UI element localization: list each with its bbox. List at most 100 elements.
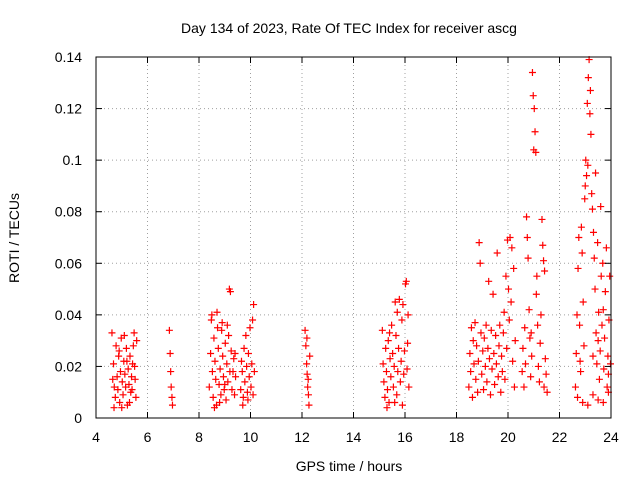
data-point [511, 337, 519, 345]
data-point [474, 388, 482, 396]
data-point [594, 396, 602, 404]
data-point [542, 370, 550, 378]
data-point [522, 360, 530, 368]
data-point [386, 329, 394, 337]
data-point [391, 298, 399, 306]
data-point [477, 329, 485, 337]
data-point [524, 254, 532, 262]
data-point [114, 386, 122, 394]
data-point [540, 383, 548, 391]
data-point [168, 393, 176, 401]
data-point [403, 365, 411, 373]
data-point [389, 350, 397, 358]
data-point [494, 373, 502, 381]
data-point [391, 399, 399, 407]
data-point [242, 331, 250, 339]
data-point [480, 386, 488, 394]
data-point [487, 326, 495, 334]
data-point [239, 393, 247, 401]
data-point [493, 249, 501, 257]
data-point [488, 365, 496, 373]
data-point [470, 360, 478, 368]
data-point [219, 352, 227, 360]
data-point [379, 360, 387, 368]
data-point [593, 360, 601, 368]
data-point [530, 105, 538, 113]
data-point [389, 383, 397, 391]
data-point [588, 190, 596, 198]
y-axis-title: ROTI / TECUs [6, 193, 22, 283]
data-point [590, 254, 598, 262]
data-point [492, 360, 500, 368]
data-point [208, 311, 216, 319]
data-point [212, 375, 220, 383]
y-tick-label: 0.02 [55, 358, 82, 374]
data-point [481, 362, 489, 370]
x-tick-label: 22 [552, 429, 568, 445]
data-point [305, 401, 313, 409]
data-point [125, 399, 133, 407]
data-point [466, 350, 474, 358]
data-point [221, 380, 229, 388]
data-point [531, 128, 539, 136]
data-point [482, 321, 490, 329]
data-point [245, 373, 253, 381]
data-point [116, 399, 124, 407]
data-point [498, 352, 506, 360]
data-point [506, 234, 514, 241]
data-point [395, 344, 403, 352]
data-point [390, 362, 398, 370]
y-tick-label: 0.14 [55, 49, 82, 65]
x-axis-title: GPS time / hours [296, 458, 403, 474]
data-point [126, 352, 134, 360]
data-point [398, 316, 406, 324]
data-point [498, 368, 506, 376]
data-point [520, 383, 528, 391]
data-point [400, 347, 408, 355]
data-point [541, 355, 549, 363]
data-point [589, 391, 597, 399]
data-point [468, 393, 476, 401]
data-point [381, 393, 389, 401]
data-point [574, 264, 582, 272]
x-tick-label: 18 [449, 429, 465, 445]
data-point [246, 324, 254, 332]
data-point [486, 391, 494, 399]
data-point [527, 329, 535, 337]
data-point [510, 264, 518, 272]
data-point [249, 316, 257, 324]
data-point [132, 393, 140, 401]
data-point [601, 288, 609, 296]
data-point [214, 324, 222, 332]
data-point [525, 306, 533, 314]
data-point [589, 352, 597, 360]
data-point [597, 203, 605, 211]
data-point [243, 388, 251, 396]
data-point [131, 375, 139, 383]
data-point [537, 311, 545, 319]
data-point [576, 321, 584, 329]
data-point [108, 329, 116, 337]
data-point [473, 342, 481, 350]
data-point [112, 342, 120, 350]
data-point [404, 339, 412, 347]
data-point [218, 319, 226, 327]
data-point [222, 396, 230, 404]
data-point [121, 370, 129, 378]
x-tick-label: 20 [500, 429, 516, 445]
data-point [586, 110, 594, 118]
x-tick-label: 12 [294, 429, 310, 445]
data-point [168, 401, 176, 409]
data-point [541, 267, 549, 275]
data-point [207, 350, 215, 358]
data-point [592, 329, 600, 337]
data-point [501, 375, 509, 383]
data-point [116, 368, 124, 376]
data-point [165, 326, 173, 334]
data-point [577, 368, 585, 376]
data-point [523, 234, 531, 241]
data-point [110, 360, 118, 368]
data-point [120, 331, 128, 339]
data-point [599, 306, 607, 314]
data-point [383, 404, 391, 412]
